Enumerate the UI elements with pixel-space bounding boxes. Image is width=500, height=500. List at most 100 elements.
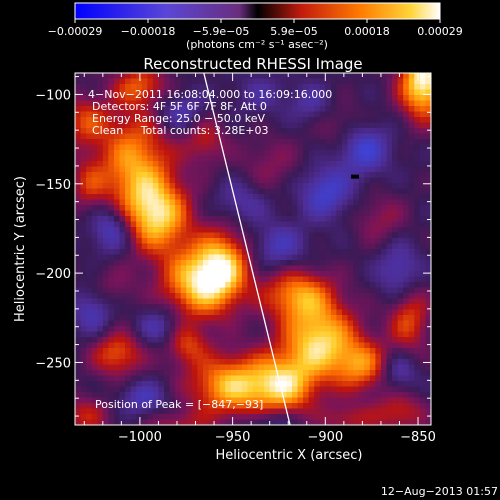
- heatmap-cell: [219, 117, 226, 124]
- heatmap-cell: [102, 260, 109, 267]
- heatmap-cell: [336, 419, 343, 425]
- heatmap-cell: [208, 364, 215, 371]
- heatmap-cell: [291, 370, 299, 377]
- heatmap-cell: [125, 221, 132, 228]
- heatmap-cell: [347, 309, 354, 316]
- heatmap-cell: [141, 166, 148, 173]
- heatmap-cell: [403, 353, 410, 360]
- heatmap-cell: [75, 326, 82, 333]
- heatmap-cell: [280, 89, 287, 96]
- heatmap-cell: [314, 408, 321, 415]
- heatmap-cell: [358, 342, 365, 349]
- heatmap-cell: [419, 392, 427, 399]
- heatmap-cell: [375, 287, 382, 294]
- heatmap-cell: [180, 117, 187, 124]
- heatmap-cell: [175, 397, 182, 404]
- heatmap-cell: [113, 128, 121, 135]
- heatmap-cell: [253, 194, 260, 201]
- heatmap-cell: [397, 403, 404, 410]
- heatmap-cell: [97, 161, 104, 168]
- heatmap-cell: [275, 370, 282, 377]
- heatmap-cell: [214, 260, 221, 267]
- heatmap-cell: [108, 89, 115, 96]
- heatmap-cell: [269, 95, 276, 102]
- heatmap-cell: [180, 408, 187, 415]
- heatmap-cell: [225, 293, 232, 300]
- heatmap-cell: [330, 73, 338, 80]
- heatmap-cell: [225, 183, 232, 190]
- heatmap-cell: [247, 177, 254, 184]
- heatmap-cell: [342, 271, 349, 278]
- heatmap-cell: [286, 188, 293, 195]
- heatmap-cell: [264, 309, 271, 316]
- heatmap-cell: [141, 155, 148, 162]
- heatmap-cell: [152, 227, 160, 234]
- heatmap-cell: [80, 100, 87, 107]
- heatmap-cell: [375, 106, 382, 113]
- heatmap-cell: [191, 221, 198, 228]
- heatmap-cell: [169, 210, 176, 217]
- heatmap-cell: [275, 414, 282, 421]
- heatmap-cell: [308, 139, 315, 146]
- heatmap-cell: [314, 227, 321, 234]
- heatmap-cell: [308, 386, 315, 393]
- heatmap-cell: [425, 271, 431, 278]
- heatmap-cell: [264, 282, 271, 289]
- heatmap-cell: [353, 249, 360, 256]
- heatmap-cell: [353, 348, 360, 355]
- heatmap-cell: [297, 331, 304, 338]
- heatmap-cell: [280, 155, 287, 162]
- heatmap-cell: [336, 276, 343, 283]
- heatmap-cell: [136, 249, 143, 256]
- heatmap-cell: [269, 309, 276, 316]
- heatmap-cell: [286, 309, 293, 316]
- heatmap-cell: [375, 84, 382, 91]
- heatmap-cell: [403, 408, 410, 415]
- heatmap-cell: [208, 342, 215, 349]
- heatmap-cell: [97, 117, 104, 124]
- heatmap-cell: [308, 403, 315, 410]
- heatmap-cell: [392, 348, 399, 355]
- heatmap-cell: [247, 271, 254, 278]
- heatmap-cell: [141, 370, 148, 377]
- heatmap-cell: [330, 144, 338, 151]
- heatmap-cell: [236, 254, 243, 261]
- heatmap-cell: [375, 342, 382, 349]
- heatmap-cell: [86, 359, 93, 366]
- heatmap-cell: [119, 183, 126, 190]
- heatmap-cell: [319, 111, 326, 118]
- heatmap-cell: [230, 364, 237, 371]
- heatmap-cell: [358, 381, 365, 388]
- heatmap-cell: [419, 122, 427, 129]
- heatmap-cell: [108, 232, 115, 239]
- heatmap-cell: [269, 408, 276, 415]
- heatmap-cell: [169, 100, 176, 107]
- heatmap-cell: [191, 392, 198, 399]
- heatmap-cell: [119, 298, 126, 305]
- heatmap-cell: [386, 172, 393, 179]
- heatmap-cell: [208, 183, 215, 190]
- heatmap-cell: [147, 331, 154, 338]
- heatmap-cell: [375, 375, 382, 382]
- heatmap-cell: [169, 172, 176, 179]
- heatmap-cell: [136, 106, 143, 113]
- heatmap-cell: [80, 227, 87, 234]
- heatmap-cell: [269, 227, 276, 234]
- heatmap-cell: [130, 199, 137, 206]
- heatmap-cell: [286, 166, 293, 173]
- heatmap-cell: [286, 331, 293, 338]
- heatmap-cell: [152, 265, 160, 272]
- heatmap-cell: [297, 265, 304, 272]
- heatmap-cell: [141, 386, 148, 393]
- heatmap-cell: [425, 111, 431, 118]
- heatmap-cell: [125, 95, 132, 102]
- heatmap-cell: [91, 304, 98, 311]
- heatmap-cell: [392, 315, 399, 322]
- heatmap-cell: [214, 342, 221, 349]
- heatmap-cell: [253, 403, 260, 410]
- heatmap-cell: [314, 73, 321, 80]
- heatmap-cell: [364, 139, 371, 146]
- heatmap-cell: [419, 133, 427, 140]
- heatmap-cell: [303, 271, 310, 278]
- heatmap-cell: [141, 298, 148, 305]
